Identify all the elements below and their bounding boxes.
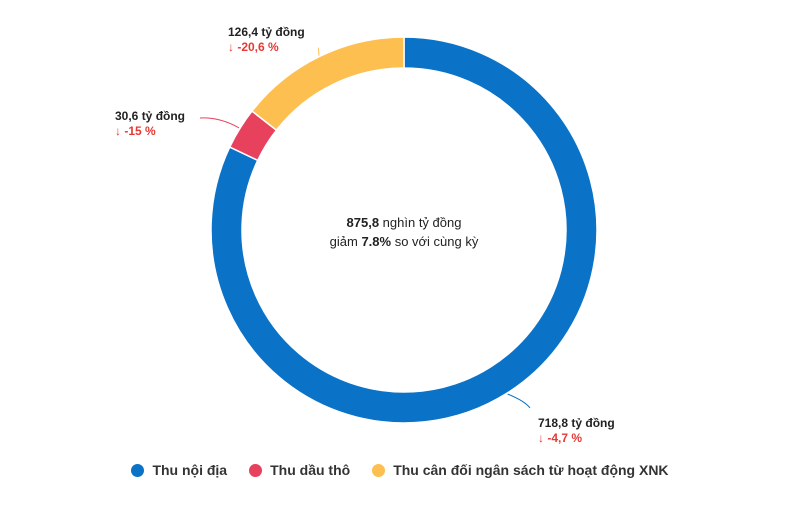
legend-item-thu-can-doi-xnk[interactable]: Thu cân đối ngân sách từ hoạt động XNK	[372, 462, 669, 478]
slice-thu-noi-dia[interactable]	[210, 36, 598, 424]
connector-thu-dau-tho	[199, 117, 240, 129]
legend-label-thu-can-doi-xnk: Thu cân đối ngân sách từ hoạt động XNK	[393, 462, 669, 478]
center-change-label: giảm 7.8% so với cùng kỳ	[330, 234, 479, 249]
change-label-thu-noi-dia: ↓ -4,7 %	[538, 431, 582, 445]
change-label-thu-can-doi-xnk: ↓ -20,6 %	[228, 40, 279, 54]
legend-label-thu-noi-dia: Thu nội địa	[152, 462, 228, 478]
slice-thu-can-doi-xnk[interactable]	[250, 36, 405, 132]
legend-item-thu-dau-tho[interactable]: Thu dầu thô	[249, 462, 350, 478]
legend-item-thu-noi-dia[interactable]: Thu nội địa	[131, 462, 227, 478]
value-label-thu-noi-dia: 718,8 tỷ đồng	[538, 416, 615, 430]
connector-thu-noi-dia	[507, 393, 531, 409]
change-label-thu-dau-tho: ↓ -15 %	[115, 124, 156, 138]
value-label-thu-dau-tho: 30,6 tỷ đồng	[115, 109, 185, 123]
legend-marker-thu-dau-tho	[249, 463, 263, 477]
connector-thu-can-doi-xnk	[317, 47, 320, 56]
legend-label-thu-dau-tho: Thu dầu thô	[270, 462, 351, 478]
legend: Thu nội địa Thu dầu thô Thu cân đối ngân…	[0, 462, 800, 478]
legend-marker-thu-can-doi-xnk	[372, 463, 386, 477]
value-label-thu-can-doi-xnk: 126,4 tỷ đồng	[228, 25, 305, 39]
legend-marker-thu-noi-dia	[131, 463, 145, 477]
center-total-label: 875,8 nghìn tỷ đồng	[347, 215, 462, 230]
